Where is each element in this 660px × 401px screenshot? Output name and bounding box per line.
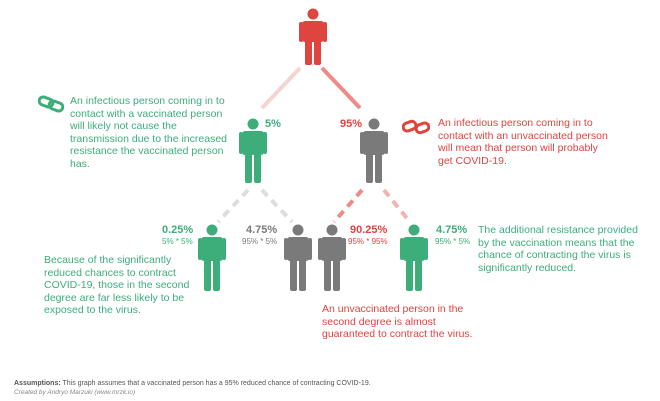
assumptions-label: Assumptions: (14, 380, 61, 387)
link-v-vu (260, 188, 294, 224)
footer-credit: Created by Andryo Marzuki (www.mrzk.io) (14, 389, 136, 396)
person-icon (284, 224, 312, 291)
note-second-degree-vaccinated: Because of the significantly reduced cha… (44, 254, 190, 316)
percent-first-vaccinated: 5% (265, 118, 281, 130)
link-u-uu (332, 188, 364, 224)
link-root-vaccinated (260, 66, 302, 110)
person-icon (299, 8, 327, 65)
formula-second-vv: 5% * 5% (162, 237, 193, 246)
percent-first-unvaccinated: 95% (340, 118, 363, 130)
link-root-unvaccinated (320, 66, 362, 110)
note-unvaccinated-contact: An infectious person coming in to contac… (438, 117, 608, 167)
percent-second-vv: 0.25% (162, 224, 194, 236)
note-additional-resistance: The additional resistance provided by th… (478, 224, 638, 274)
person-icon (400, 224, 428, 291)
note-unvaccinated-second-degree: An unvaccinated person in the second deg… (322, 303, 473, 340)
formula-second-uv: 95% * 5% (435, 237, 471, 246)
formula-second-vu: 95% * 5% (242, 237, 278, 246)
link-u-uv (382, 188, 412, 224)
person-icon (318, 224, 346, 291)
person-icon (239, 118, 267, 183)
person-icon (198, 224, 226, 291)
assumptions-text: This graph assumes that a vaccinated per… (60, 380, 371, 387)
link-v-vv (216, 188, 250, 224)
chain-link-icon (38, 95, 64, 113)
note-vaccinated-contact: An infectious person coming in to contac… (70, 95, 228, 170)
formula-second-uu: 95% * 95% (348, 237, 388, 246)
percent-second-uu: 90.25% (350, 224, 388, 236)
broken-chain-icon (402, 119, 430, 135)
footer-assumptions: Assumptions: This graph assumes that a v… (14, 380, 371, 387)
percent-second-vu: 4.75% (246, 224, 278, 236)
percent-second-uv: 4.75% (436, 224, 468, 236)
person-icon (360, 118, 388, 183)
